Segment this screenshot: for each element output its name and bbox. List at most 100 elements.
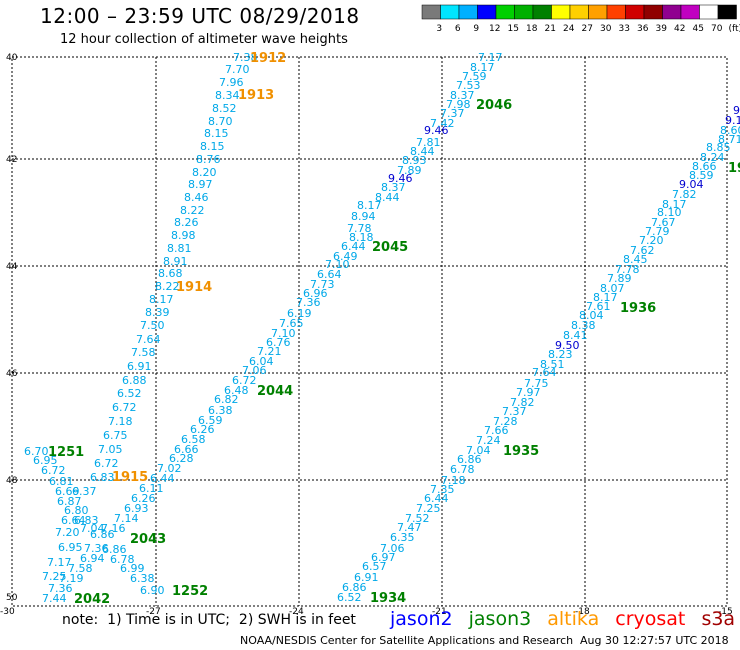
swh-value: 7.81 <box>416 136 441 149</box>
swh-value: 7.16 <box>101 522 126 535</box>
swh-value: 7.64 <box>532 366 557 379</box>
swh-value: 7.82 <box>672 188 697 201</box>
swh-value: 9. <box>733 104 740 117</box>
colorbar-label: 45 <box>693 24 704 34</box>
lon-label: -30 <box>0 607 15 617</box>
swh-value: 8.38 <box>571 319 596 332</box>
colorbar-label: 12 <box>489 24 500 34</box>
colorbar-label: 30 <box>600 24 612 34</box>
colorbar-label: 36 <box>637 24 649 34</box>
lon-label: -27 <box>146 607 161 617</box>
swh-value: 8.46 <box>184 191 209 204</box>
lat-label: 48 <box>6 476 18 486</box>
track-time-label: 2045 <box>372 240 408 255</box>
swh-value: 6.96 <box>303 287 328 300</box>
swh-value: 7.82 <box>510 396 535 409</box>
track-time-label: 2042 <box>74 592 110 607</box>
track-time-label: 1935 <box>503 444 539 459</box>
map-frame <box>11 56 728 607</box>
swh-value: 6.04 <box>249 355 274 368</box>
colorbar-label: 70 <box>711 24 723 34</box>
colorbar-label: 18 <box>526 24 538 34</box>
swh-value: 7.35 <box>430 483 455 496</box>
colorbar-swatch <box>606 4 626 20</box>
map-title: 12:00 – 23:59 UTC 08/29/2018 <box>40 4 360 28</box>
colorbar-label: 9 <box>473 24 479 34</box>
swh-value: 6.64 <box>317 268 342 281</box>
swh-value: 7.58 <box>68 562 93 575</box>
swh-value: 8.10 <box>657 206 682 219</box>
swh-value: 8.39 <box>145 306 170 319</box>
colorbar-label: 24 <box>563 24 575 34</box>
colorbar-swatch <box>662 4 682 20</box>
swh-value: 7.05 <box>98 443 123 456</box>
swh-value: 6.78 <box>110 553 135 566</box>
swh-value: 8.94 <box>351 210 376 223</box>
swh-value: 8.17 <box>470 61 495 74</box>
swh-value: 7.02 <box>157 462 182 475</box>
colorbar-swatch <box>699 4 719 20</box>
swh-value: 8.93 <box>402 154 427 167</box>
colorbar-label: 39 <box>656 24 668 34</box>
swh-value: 6.83 <box>74 514 99 527</box>
swh-value: 7.21 <box>257 345 282 358</box>
swh-value: 8.22 <box>155 280 180 293</box>
swh-value: 6.59 <box>198 414 223 427</box>
lon-label: -18 <box>575 607 590 617</box>
swh-value: 7.36 <box>296 296 321 309</box>
swh-value: 8.60 <box>720 124 740 137</box>
swh-value: 6.80 <box>64 504 89 517</box>
track-time-label: 19 <box>728 161 740 176</box>
swh-value: 7.79 <box>645 225 670 238</box>
latitude-labels: 40 42 44 46 48 50 <box>6 53 18 603</box>
swh-value: 6.19 <box>287 307 312 320</box>
swh-value: 6.58 <box>181 433 206 446</box>
track-time-label: 1913 <box>238 88 274 103</box>
swh-value: 8.37 <box>450 89 475 102</box>
swh-value: 8.44 <box>410 145 435 158</box>
satellite-s3a: s3a <box>701 608 736 630</box>
swh-value: 7.58 <box>131 346 156 359</box>
colorbar-swatch <box>421 4 441 20</box>
swh-value: 8.20 <box>192 166 217 179</box>
swh-value: 7.24 <box>476 434 501 447</box>
swh-value: 7.10 <box>271 327 296 340</box>
swh-value: 7.98 <box>446 98 471 111</box>
swh-value: 6.26 <box>190 423 215 436</box>
colorbar-swatch <box>495 4 515 20</box>
swh-value: 6.35 <box>390 531 415 544</box>
track-time-label: 1915 <box>112 470 148 485</box>
swh-value: 6.52 <box>337 591 362 604</box>
colorbar-label: 21 <box>545 24 556 34</box>
swh-value: 6.99 <box>120 562 145 575</box>
swh-value: 8.07 <box>600 282 625 295</box>
swh-value: 7.04 <box>466 444 491 457</box>
swh-value: 7.89 <box>607 272 632 285</box>
swh-value: 7.66 <box>484 424 509 437</box>
swh-value: 6.86 <box>342 581 367 594</box>
swh-value: 7.44 <box>42 592 67 605</box>
swh-value: 8.24 <box>700 151 725 164</box>
swh-value: 7.37 <box>440 107 465 120</box>
track-time-label: 2043 <box>130 532 166 547</box>
swh-value: 6.28 <box>169 452 194 465</box>
lat-label: 46 <box>6 369 18 379</box>
colorbar-swatch <box>625 4 645 20</box>
swh-value: 7.38 <box>233 51 258 64</box>
colorbar-label: 33 <box>619 24 630 34</box>
swh-value: 6.75 <box>103 429 128 442</box>
colorbar-label: 15 <box>508 24 519 34</box>
swh-value: 7.18 <box>108 415 133 428</box>
swh-value: 6.72 <box>94 457 119 470</box>
swh-value: 7.52 <box>405 512 430 525</box>
swh-value: 7.42 <box>430 117 455 130</box>
swh-value: 7.10 <box>325 258 350 271</box>
swh-value: 6.83 <box>90 471 115 484</box>
swh-value: 6.72 <box>232 374 257 387</box>
swh-value: 8.04 <box>579 309 604 322</box>
swh-value: 8.34 <box>215 89 240 102</box>
lon-label: -15 <box>718 607 733 617</box>
swh-value: 7.17 <box>47 556 72 569</box>
colorbar-label: (ft) <box>728 24 740 34</box>
